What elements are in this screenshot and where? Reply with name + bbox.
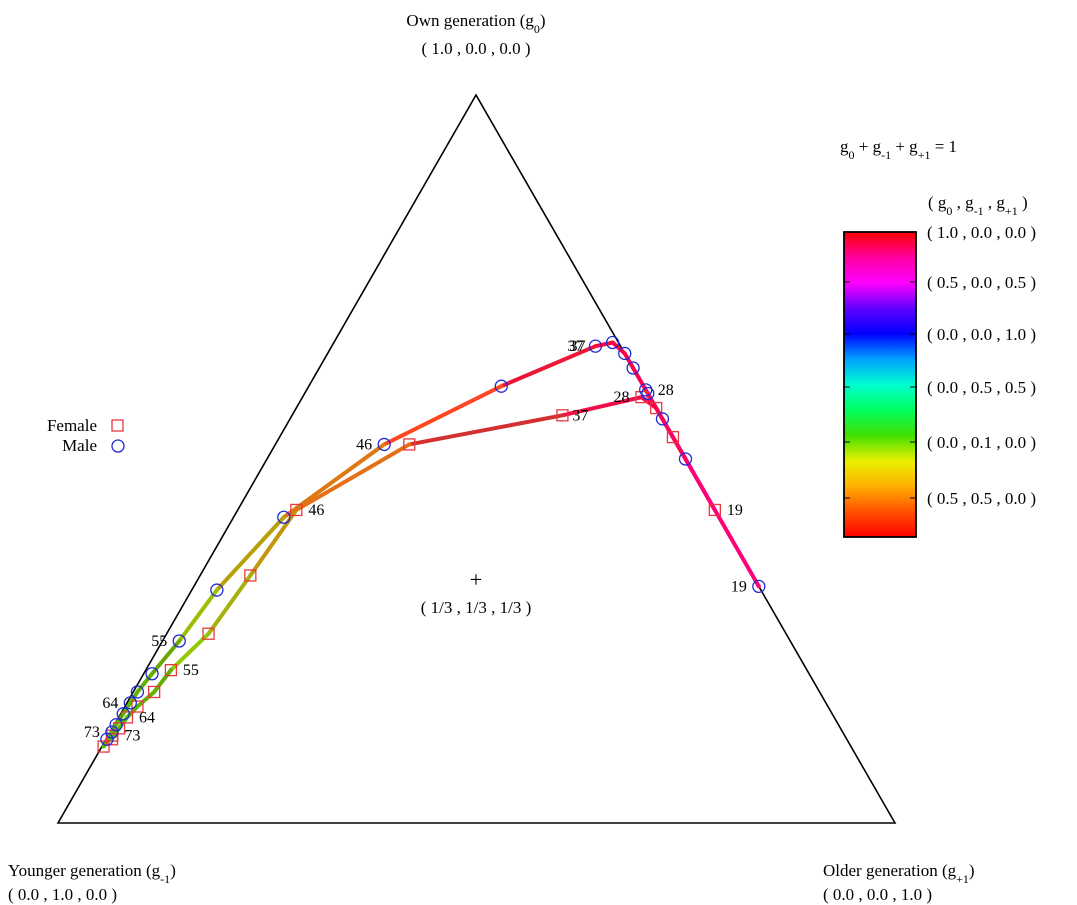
female-point (202, 627, 215, 640)
male-point (605, 335, 620, 350)
male-point (678, 452, 693, 466)
colorbar-header: ( g0 , g-1 , g+1 ) (928, 193, 1028, 218)
male-point-label: 73 (84, 724, 100, 741)
female-point (650, 401, 663, 415)
male-point-label: 19 (731, 578, 747, 595)
colorbar-tick-label: ( 0.5 , 0.0 , 0.5 ) (927, 273, 1036, 292)
male-curve-segment (150, 639, 182, 676)
female-point (403, 438, 416, 451)
extra-point-label: 37 (572, 407, 588, 424)
male-point (626, 361, 640, 375)
male-curve-segment (631, 366, 648, 392)
male-point (123, 696, 137, 710)
male-point (100, 732, 114, 746)
male-curve-segment (683, 457, 761, 589)
male-point (494, 379, 508, 393)
female-point (666, 431, 680, 444)
male-point (210, 583, 224, 597)
male-point (109, 718, 123, 732)
colorbar-ticks: ( 1.0 , 0.0 , 0.0 ) ( 0.5 , 0.0 , 0.5 ) ( … (844, 223, 1036, 508)
colorbar-tick-label: ( 1.0 , 0.0 , 0.0 ) (927, 223, 1036, 242)
female-curve-segment (560, 395, 644, 418)
female-point (97, 740, 110, 753)
legend-male-label: Male (62, 436, 97, 455)
male-point (145, 667, 159, 681)
male-point-label: 55 (151, 633, 167, 650)
male-curve-segment (660, 416, 688, 461)
male-curve-segment (214, 515, 286, 593)
female-point (290, 503, 303, 517)
colorbar (843, 231, 917, 538)
female-curve-segment (206, 573, 253, 636)
male-point (588, 339, 603, 353)
female-curve-segment (135, 689, 157, 709)
male-point-label: 64 (102, 695, 118, 712)
center-plus: + (470, 567, 482, 592)
colorbar-tick-label: ( 0.0 , 0.0 , 1.0 ) (927, 325, 1036, 344)
male-curve-segment (645, 391, 665, 421)
male-curve-segment (610, 340, 627, 356)
female-point (131, 700, 144, 713)
female-curve-segment (407, 413, 565, 447)
male-curve-segment (135, 671, 155, 694)
female-point-label: 46 (308, 502, 324, 519)
female-point (244, 569, 257, 582)
extra-point-label: 37 (569, 338, 585, 355)
female-point-label: 64 (139, 709, 155, 726)
legend-female-label: Female (47, 416, 97, 435)
vertex-right-name: Older generation (g+1) (823, 861, 975, 886)
female-point (556, 409, 569, 422)
colorbar-tick-label: ( 0.0 , 0.1 , 0.0 ) (927, 433, 1036, 452)
ternary-triangle (56, 93, 897, 824)
male-point (618, 346, 632, 361)
male-point (172, 634, 186, 648)
male-curve-segment (281, 442, 387, 520)
male-point (130, 685, 145, 699)
female-point-label: 28 (614, 389, 630, 406)
male-curve-segment (622, 351, 636, 370)
female-curve-segment (152, 668, 173, 694)
male-point-label: 46 (356, 436, 372, 453)
legend-male-circle (111, 439, 125, 453)
vertex-top-name: Own generation (g0) (406, 11, 545, 36)
male-point (641, 386, 655, 401)
colorbar-tick-label: ( 0.5 , 0.5 , 0.0 ) (927, 489, 1036, 508)
legend-female-square (111, 419, 124, 432)
male-point (752, 579, 766, 594)
female-curve-segment (168, 631, 211, 673)
male-curve-segment (593, 340, 615, 349)
male-point-label: 28 (658, 382, 674, 399)
female-point (112, 722, 126, 735)
male-point-label: 37 (567, 338, 583, 355)
female-point (120, 711, 134, 724)
series-markers (97, 335, 766, 753)
male-point (639, 383, 653, 397)
female-point-label: 55 (183, 662, 199, 679)
male-curve-segment (177, 588, 219, 643)
male-point (116, 707, 130, 721)
female-point (708, 503, 721, 517)
colorbar-tick-label: ( 0.0 , 0.5 , 0.5 ) (927, 378, 1036, 397)
male-point (655, 412, 670, 426)
vertex-top-coords: ( 1.0 , 0.0 , 0.0 ) (421, 39, 530, 58)
male-curve-segment (382, 384, 504, 447)
female-point (164, 663, 178, 677)
vertex-left-name: Younger generation (g-1) (8, 861, 176, 886)
male-curve-segment (499, 344, 598, 389)
vertex-right-coords: ( 0.0 , 0.0 , 1.0 ) (823, 885, 932, 904)
vertex-left-coords: ( 0.0 , 1.0 , 0.0 ) (8, 885, 117, 904)
male-point (105, 725, 119, 739)
female-point (148, 685, 161, 699)
female-point-label: 19 (727, 502, 743, 519)
female-curve-segment (294, 442, 412, 512)
male-point (277, 510, 291, 524)
center-label: ( 1/3 , 1/3 , 1/3 ) (421, 598, 532, 617)
constraint-label: g0 + g-1 + g+1 = 1 (840, 137, 957, 162)
male-point (377, 437, 391, 452)
female-point-label: 73 (124, 728, 140, 745)
